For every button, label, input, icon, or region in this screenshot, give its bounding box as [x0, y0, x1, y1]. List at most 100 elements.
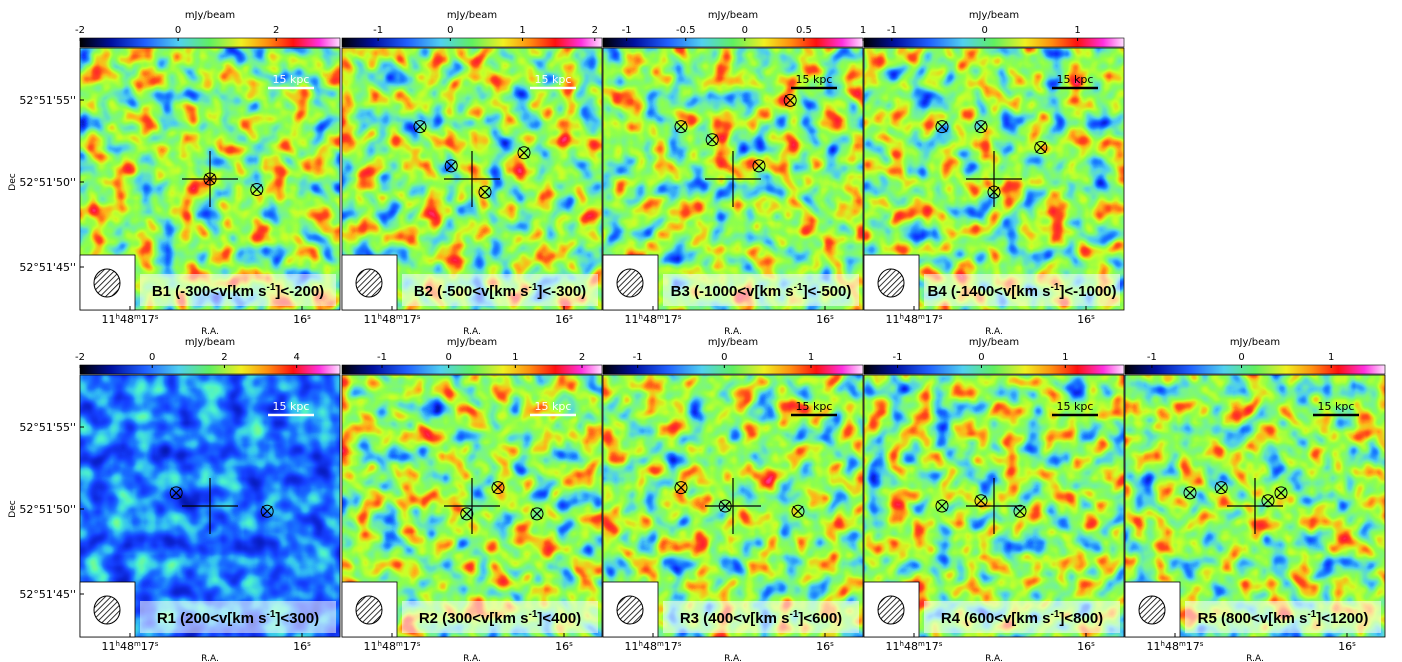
colorbar-label: mJy/beam: [969, 337, 1019, 348]
source-circle: [530, 507, 544, 521]
map-frame: [602, 374, 864, 638]
x-axis-label: R.A.: [985, 654, 1003, 662]
source-circle: [1261, 494, 1275, 508]
beam: [877, 268, 905, 298]
beam: [93, 595, 121, 625]
ra-tick-part: 17: [664, 313, 678, 326]
source-circle: [974, 120, 988, 134]
colorbar-tick-label: -1: [622, 25, 632, 36]
source-circle: [974, 494, 988, 508]
panel-label-part: -1: [794, 282, 803, 293]
map-frame: [341, 47, 603, 311]
beam: [1138, 595, 1166, 625]
source-circle: [935, 499, 949, 513]
source-marker: [675, 121, 687, 133]
ra-tick-part: m: [918, 640, 925, 648]
crosshair: [444, 151, 500, 207]
dec-tick-label: 52°51'55'': [19, 94, 76, 107]
ra-tick-part: h: [639, 640, 643, 648]
x-axis-label: R.A.: [724, 654, 742, 662]
source-circle: [674, 481, 688, 495]
ra-tick-part: s: [307, 640, 311, 648]
source-circle: [203, 172, 217, 186]
dec-tick-label: 52°51'45'': [19, 588, 76, 601]
ra-tick-label: 16s: [293, 313, 311, 326]
ra-tick-part: 16: [816, 313, 830, 326]
ra-tick-label: 11h48m17s: [102, 640, 159, 653]
colorbar-label: mJy/beam: [708, 337, 758, 348]
crosshair: [1227, 478, 1283, 534]
panel-label: B4 (-1400<v[km s-1]<-1000): [927, 282, 1116, 300]
source-circle: [718, 499, 732, 513]
ra-tick-part: m: [1179, 640, 1186, 648]
source-circle: [491, 481, 505, 495]
colorbar-tick-label: 1: [808, 352, 814, 363]
ra-tick-part: h: [1161, 640, 1165, 648]
ra-tick-part: h: [378, 313, 382, 321]
colorbar: [341, 364, 603, 375]
label-banner: [924, 601, 1120, 633]
ra-tick-part: 11: [625, 640, 639, 653]
colorbar-tick-label: 0: [978, 352, 984, 363]
colorbar-tick-label: 1: [860, 25, 866, 36]
ra-tick-part: s: [1352, 640, 1356, 648]
colorbar-tick-label: 4: [293, 352, 299, 363]
ra-tick-part: h: [116, 640, 120, 648]
source-circle: [1183, 486, 1197, 500]
panel-label-part: -1: [789, 609, 798, 620]
dec-tick-label: 52°51'45'': [19, 261, 76, 274]
panel-label-part: B1 (-300<v[km s: [152, 283, 267, 300]
beam: [355, 595, 383, 625]
panel-label-part: -1: [1050, 282, 1059, 293]
ra-tick-part: s: [939, 313, 943, 321]
ra-tick-part: 16: [816, 640, 830, 653]
source-marker: [975, 121, 987, 133]
label-banner: [1185, 601, 1381, 633]
scale-bar-label: 15 kpc: [1057, 73, 1094, 86]
colorbar-tick-label: 0: [175, 25, 181, 36]
ra-tick-part: 17: [925, 640, 939, 653]
ra-tick-part: h: [900, 640, 904, 648]
source-circle: [1034, 141, 1048, 155]
panel-label-part: -1: [528, 282, 537, 293]
ra-tick-part: 48: [120, 313, 134, 326]
y-axis-label: Dec: [8, 173, 18, 190]
ra-tick-part: 11: [364, 313, 378, 326]
panel-label-part: -1: [1050, 609, 1059, 620]
source-circle: [444, 159, 458, 173]
panel-label-part: ]<-1000): [1059, 283, 1116, 300]
map-frame: [79, 47, 341, 311]
colorbar-tick-label: -1: [887, 25, 897, 36]
ra-tick-label: 11h48m17s: [364, 640, 421, 653]
source-circle: [674, 120, 688, 134]
colorbar-label: mJy/beam: [1230, 337, 1280, 348]
ra-tick-part: s: [678, 640, 682, 648]
source-marker: [1215, 482, 1227, 494]
panel-label-part: ]<-500): [803, 283, 852, 300]
source-marker: [479, 186, 491, 198]
ra-tick-part: m: [657, 640, 664, 648]
x-axis-label: R.A.: [201, 327, 219, 337]
ra-tick-part: 16: [293, 313, 307, 326]
ra-tick-part: 48: [904, 640, 918, 653]
crosshair: [444, 478, 500, 534]
source-circle: [413, 120, 427, 134]
ra-tick-part: 17: [141, 313, 155, 326]
colorbar-tick-label: 1: [1062, 352, 1068, 363]
colorbar-tick-label: 0: [445, 352, 451, 363]
ra-tick-part: 11: [886, 640, 900, 653]
panel-label: R5 (800<v[km s-1]<1200): [1198, 609, 1369, 627]
label-banner: [402, 601, 598, 633]
ra-tick-label: 11h48m17s: [625, 313, 682, 326]
ra-tick-part: h: [116, 313, 120, 321]
panel-label-part: -1: [1307, 609, 1316, 620]
colorbar: [1124, 364, 1386, 375]
scale-bar-label: 15 kpc: [273, 400, 310, 413]
ra-tick-part: h: [900, 313, 904, 321]
panel-label-part: B3 (-1000<v[km s: [671, 283, 794, 300]
panel-label-part: -1: [266, 609, 275, 620]
crosshair: [966, 478, 1022, 534]
panel: mJy/beam -2 0 2 15 kpc B1 (-300<v[km s-1]<-20…: [8, 10, 341, 337]
